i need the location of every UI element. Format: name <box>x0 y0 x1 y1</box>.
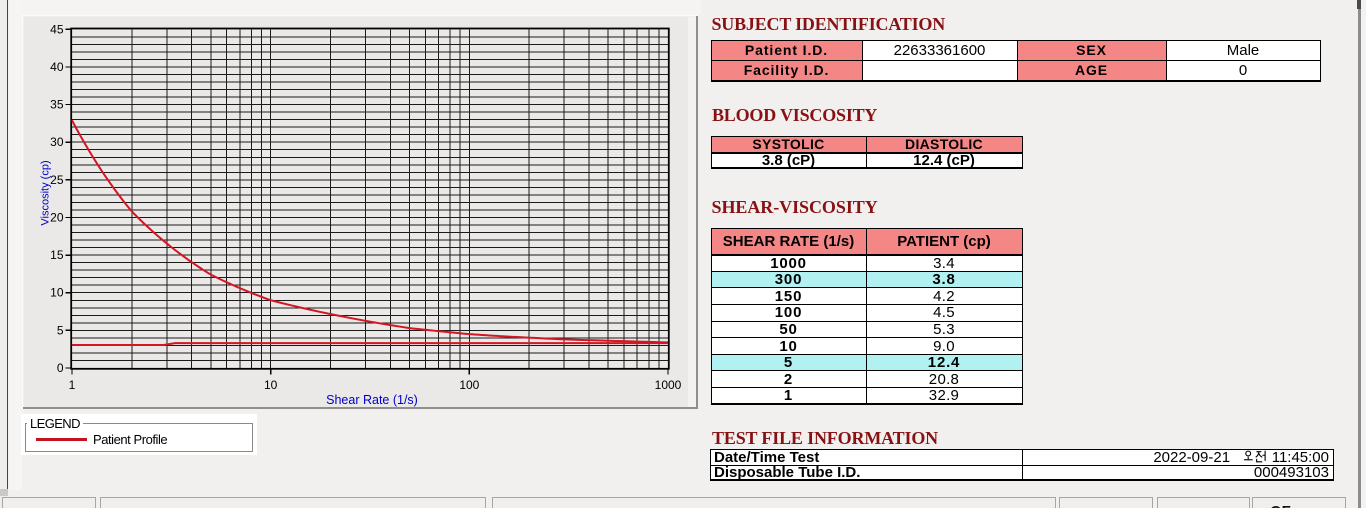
svg-text:Viscosity (cp): Viscosity (cp) <box>40 160 52 225</box>
svg-text:15: 15 <box>50 248 64 262</box>
svg-text:35: 35 <box>50 98 64 112</box>
svg-text:20: 20 <box>50 210 64 224</box>
svg-text:100: 100 <box>459 378 479 392</box>
svg-text:30: 30 <box>50 135 64 149</box>
svg-text:45: 45 <box>50 22 64 36</box>
svg-text:10: 10 <box>264 378 278 392</box>
svg-text:1000: 1000 <box>655 378 682 392</box>
svg-text:1: 1 <box>69 378 76 392</box>
svg-text:10: 10 <box>50 286 64 300</box>
svg-text:Shear Rate (1/s): Shear Rate (1/s) <box>326 393 418 407</box>
svg-text:25: 25 <box>50 173 64 187</box>
svg-text:0: 0 <box>57 361 64 375</box>
svg-text:5: 5 <box>57 323 64 337</box>
svg-text:40: 40 <box>50 60 64 74</box>
